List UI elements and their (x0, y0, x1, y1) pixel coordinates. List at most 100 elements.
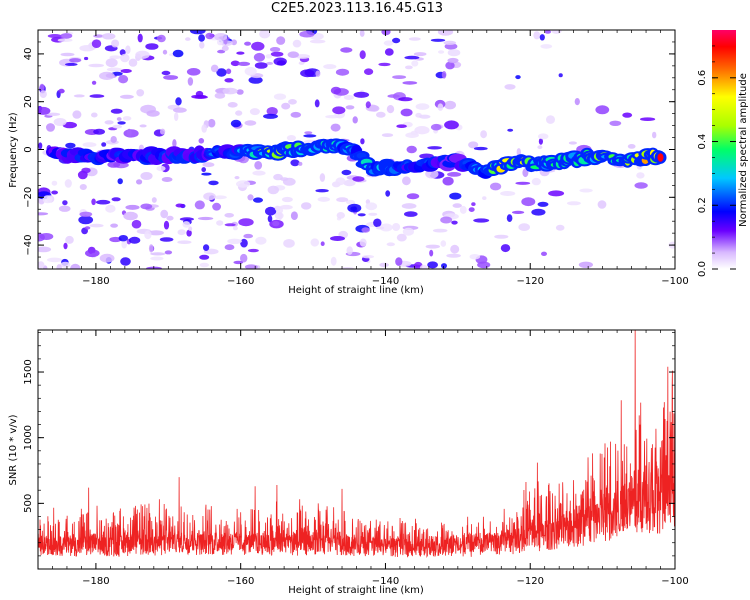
spectrogram-cell (199, 254, 210, 260)
spectrogram-cell (408, 37, 421, 41)
colorbar-ticks: 0.0 0.2 0.4 0.6 (697, 45, 736, 277)
spectrogram-cell (521, 197, 536, 207)
spectrogram-cell (125, 204, 140, 210)
x-tick-label: −120 (516, 576, 543, 587)
spectrogram-cell (173, 107, 187, 113)
spectrogram-cell (270, 51, 284, 57)
spectrogram-cell (243, 233, 253, 239)
spectrogram-cell (315, 70, 321, 77)
spectrogram-cell (145, 43, 159, 50)
spectrogram-cell (330, 236, 345, 241)
spectrogram-cell (236, 180, 251, 188)
spectrogram-cell (236, 89, 244, 95)
spectrogram-cell (60, 52, 75, 57)
spectrogram-cell (240, 253, 248, 263)
spectrogram-cell (146, 110, 160, 117)
spectrogram-cell (531, 177, 541, 186)
x-tick-label: −180 (82, 276, 109, 287)
spectrogram-cell (45, 112, 61, 117)
spectrogram-cell (148, 244, 154, 253)
spectrogram-cell (558, 73, 563, 78)
spectrogram-cell (405, 65, 413, 70)
spectrogram-cell (386, 105, 395, 114)
x-tick-label: −180 (82, 576, 109, 587)
spectrogram-cell (287, 51, 299, 58)
spectrogram-cell (120, 53, 130, 63)
spectrogram-cell (346, 246, 353, 255)
colorbar-label: Normalized spectral amplitude (738, 73, 749, 227)
spectrogram-cell (249, 108, 260, 116)
spectrogram-cell (438, 50, 445, 54)
spectrogram-cell (148, 230, 165, 236)
spectrogram-cell (360, 138, 365, 145)
spectrogram-cell (110, 108, 123, 114)
spectrogram-cell (379, 262, 389, 268)
spectrogram-cell (378, 62, 391, 67)
spectrogram-cell (579, 188, 593, 193)
spectrogram-cell (234, 176, 240, 180)
spectrogram-cell (121, 240, 127, 249)
spectrogram-cell (384, 48, 394, 56)
spectrogram-cell (292, 39, 302, 48)
y-tick-label: 40 (23, 48, 34, 61)
spectrogram-cell (359, 50, 366, 60)
spectrogram-cell (415, 103, 430, 110)
spectrogram-cell (151, 197, 157, 203)
spectrogram-cell (64, 179, 72, 188)
spectrogram-cell (392, 223, 401, 231)
spectrogram-cell (175, 203, 184, 208)
spectrogram-cell (440, 240, 447, 247)
spectrogram-cell (515, 181, 531, 185)
x-tick-label: −140 (372, 276, 399, 287)
spectrogram-cell (357, 213, 366, 217)
spectrogram-cell (38, 106, 51, 115)
spectrogram-cell (325, 115, 340, 119)
spectrogram-cell (248, 76, 263, 84)
spectrogram-cell (194, 200, 205, 210)
spectrogram-cell (379, 223, 393, 232)
spectrogram-cell (39, 83, 45, 91)
spectrogram-cell (63, 242, 68, 250)
spectrogram-cell (419, 264, 428, 269)
spectrogram-cell (201, 167, 206, 173)
spectrogram-cell (385, 190, 391, 197)
spectrogram-cell (441, 263, 447, 269)
spectrogram-x-label: Height of straight line (km) (288, 285, 424, 296)
spectrogram-cell (79, 45, 95, 52)
spectrogram-cell (51, 180, 58, 186)
spectrogram-cell (110, 223, 118, 228)
spectrogram-cell (300, 69, 315, 78)
spectrogram-cell (504, 84, 516, 90)
spectrogram-cell (449, 192, 462, 200)
y-tick-label: 0 (23, 146, 34, 152)
spectrogram-cell (343, 179, 356, 187)
spectrogram-cell (244, 264, 258, 269)
spectrogram-cell (255, 236, 267, 245)
spectrogram-cell (301, 202, 312, 210)
spectrogram-cell (88, 63, 104, 68)
spectrogram-cell (175, 97, 182, 106)
spectrogram-cell (122, 116, 132, 121)
spectrogram-cell (304, 131, 313, 135)
spectrogram-cell (226, 68, 232, 75)
spectrogram-cell (539, 34, 545, 41)
spectrogram-cell (279, 204, 293, 210)
spectrogram-cell (244, 66, 257, 76)
spectrogram-cell (537, 145, 543, 150)
colorbar: 0.0 0.2 0.4 0.6 Normalized spectral amplitu… (697, 30, 749, 277)
spectrogram-cell (106, 67, 123, 72)
spectrogram-cell (551, 30, 562, 34)
spectrogram-cell (216, 68, 227, 77)
spectrogram-cell (452, 203, 462, 208)
spectrogram-cell (203, 244, 210, 252)
spectrogram-cell (309, 39, 326, 44)
y-tick-label: 500 (23, 494, 34, 513)
spectrogram-cell (597, 200, 607, 209)
spectrogram-cell (401, 203, 417, 209)
spectrogram-cell (137, 33, 143, 43)
spectrogram-cell (111, 39, 120, 48)
spectrogram-cell (303, 134, 317, 138)
spectrogram-cell (365, 202, 378, 211)
spectrogram-cell (177, 229, 186, 236)
spectrogram-cell (447, 49, 461, 57)
